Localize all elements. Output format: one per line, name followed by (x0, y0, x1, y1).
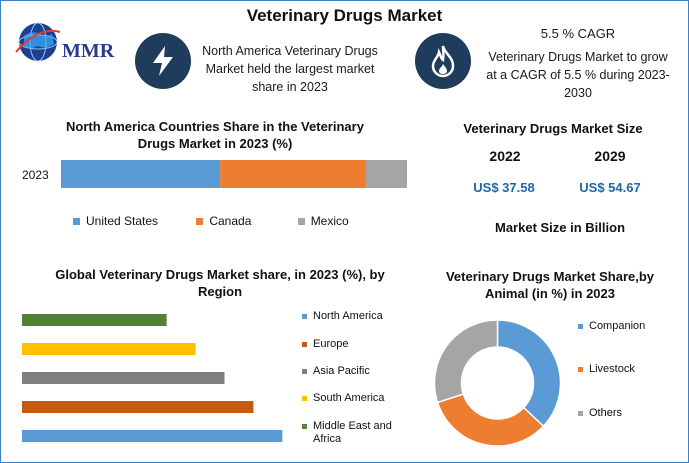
legend-swatch (302, 395, 307, 401)
legend-item-canada: Canada (196, 214, 294, 228)
info2-icon-circle (415, 33, 471, 89)
legend-swatch (578, 410, 583, 416)
chart3-title-line: Animal (in %) in 2023 (484, 286, 616, 301)
bar (22, 401, 254, 413)
legend-label: Companion (589, 320, 646, 332)
lightning-icon (153, 46, 173, 76)
legend-item-asia-pacific: Asia Pacific (302, 365, 370, 377)
legend-swatch (302, 423, 307, 429)
legend-item-livestock: Livestock (578, 363, 635, 375)
size-panel-title: Veterinary Drugs Market Size (463, 121, 643, 136)
info2-line: 2030 (564, 86, 592, 100)
legend-label: Canada (209, 214, 252, 228)
size-unit-note: Market Size in Billion (494, 220, 626, 235)
legend-item-south-america: South America (302, 392, 385, 404)
legend-label: Livestock (589, 363, 635, 375)
info1-icon-circle (135, 33, 191, 89)
chart2-title-line: Global Veterinary Drugs Market share, in… (55, 267, 385, 282)
legend-item-others: Others (578, 407, 622, 419)
legend-label: Asia Pacific (313, 365, 370, 377)
globe-icon (15, 22, 61, 62)
legend-item-mexico: Mexico (297, 214, 349, 228)
chart2-title-line: Region (197, 284, 243, 299)
donut-slice (496, 319, 562, 428)
legend-label: Africa (313, 433, 342, 445)
chart1-category-label: 2023 (22, 168, 49, 182)
page-title: Veterinary Drugs Market (246, 6, 443, 25)
legend-label: United States (86, 214, 159, 228)
logo-text: MMR (62, 40, 115, 62)
legend-swatch (578, 366, 583, 372)
legend-swatch (297, 218, 305, 226)
legend-swatch (302, 368, 307, 374)
cagr-heading: 5.5 % CAGR (540, 26, 616, 41)
info2-line: at a CAGR of 5.5 % during 2023- (486, 68, 670, 82)
legend-item-companion: Companion (578, 320, 645, 332)
bar (22, 314, 167, 326)
legend-item-us: United States (73, 214, 193, 228)
legend-item-mea: Middle East and Africa (302, 420, 392, 446)
chart1-title: North America Countries Share in the Vet… (40, 118, 390, 152)
donut-slice (436, 393, 545, 447)
chart2-bars (22, 314, 283, 442)
chart1-bars (61, 160, 407, 188)
info2-line: Veterinary Drugs Market to grow (488, 50, 668, 64)
chart3-title: Veterinary Drugs Market Share,by Animal … (420, 268, 680, 302)
bar-segment (365, 160, 407, 188)
year-2022: 2022 (489, 148, 521, 164)
value-2022: US$ 37.58 (473, 180, 535, 195)
legend-label: Europe (313, 338, 349, 350)
chart2-title: Global Veterinary Drugs Market share, in… (30, 266, 410, 300)
legend-swatch (302, 341, 307, 347)
legend-item-north-america: North America (302, 310, 383, 322)
year-2029: 2029 (594, 148, 626, 164)
logo: MMR (12, 18, 124, 68)
chart3-donut (433, 319, 562, 447)
info1-text: North America Veterinary Drugs Market he… (195, 42, 385, 96)
legend-swatch (196, 218, 204, 226)
value-2029: US$ 54.67 (579, 180, 641, 195)
legend-label: Middle East and (313, 420, 392, 432)
flame-icon (431, 45, 455, 78)
legend-swatch (302, 313, 307, 319)
legend-label: Mexico (310, 214, 349, 228)
info1-line: North America Veterinary Drugs (202, 44, 378, 58)
legend-label: North America (313, 310, 383, 322)
chart1-title-line: Drugs Market in 2023 (%) (137, 136, 293, 151)
legend-label: South America (313, 392, 385, 404)
chart1-title-line: North America Countries Share in the Vet… (66, 119, 364, 134)
bar (22, 430, 283, 442)
bar-segment (61, 160, 221, 188)
legend-item-europe: Europe (302, 338, 348, 350)
legend-swatch (578, 323, 583, 329)
bar (22, 372, 225, 384)
info1-line: share in 2023 (252, 80, 328, 94)
legend-swatch (73, 218, 80, 226)
donut-slice (433, 319, 499, 404)
legend-label: Others (589, 407, 623, 419)
bar-segment (220, 160, 366, 188)
bar (22, 343, 196, 355)
chart3-title-line: Veterinary Drugs Market Share,by (445, 269, 655, 284)
chart1-legend: United States Canada Mexico (73, 214, 393, 228)
info2-text: Veterinary Drugs Market to grow at a CAG… (478, 48, 678, 102)
info1-line: Market held the largest market (205, 62, 375, 76)
